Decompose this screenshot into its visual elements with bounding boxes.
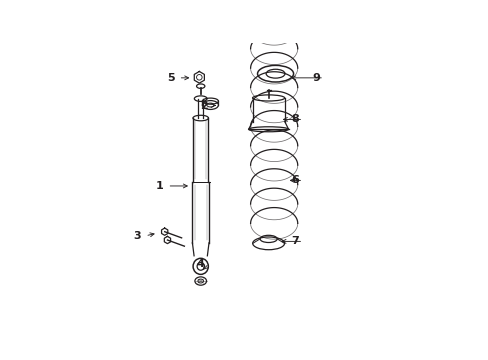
Text: 2: 2: [200, 100, 207, 111]
Text: 7: 7: [291, 237, 299, 246]
Text: 4: 4: [197, 258, 204, 269]
Text: 6: 6: [291, 175, 299, 185]
Text: 9: 9: [311, 73, 319, 83]
Text: 8: 8: [291, 114, 299, 125]
Text: 3: 3: [133, 231, 141, 241]
Text: 1: 1: [155, 181, 163, 191]
Text: 5: 5: [166, 73, 174, 83]
